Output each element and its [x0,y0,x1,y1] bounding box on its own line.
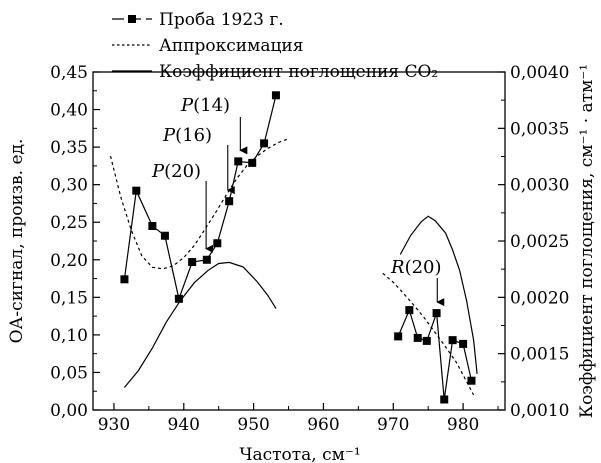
left-axis: 0,00 0,05 0,10 0,15 0,20 0,25 0,30 0,35 0,40 0,45 [50,63,100,421]
data-point-marker [248,158,257,167]
legend: Проба 1923 г. Аппроксимация Коэффициент … [112,10,438,82]
data-point-marker [271,91,280,100]
legend-label-approx: Аппроксимация [159,36,303,56]
y-tick-label: 0,45 [50,63,88,83]
annotation-number: (20) [164,161,201,182]
data-point-marker [394,332,403,341]
data-point-marker [120,275,129,284]
data-point-marker [467,376,476,385]
y-tick-label: 0,25 [50,213,88,233]
legend-marker-square [128,15,136,23]
data-point-marker [160,231,169,240]
data-point-marker [188,258,197,267]
y2-tick-label: 0,0020 [510,288,569,308]
x-tick-label: 950 [237,415,269,435]
annotation-letter: P [151,161,165,182]
annotation-letter: P [180,95,194,116]
series-layer [109,91,478,404]
y-tick-label: 0,35 [50,138,88,158]
annotation-number: (16) [175,125,212,146]
series-sample-line [397,308,473,400]
x-tick-label: 930 [98,415,130,435]
annotations: P(14)P(16)P(20)R(20) [151,95,445,307]
y-axis-title: ОА-сигнал, произв. ед. [7,139,27,344]
data-point-marker [225,197,234,206]
y2-tick-label: 0,0015 [510,345,569,365]
y-tick-label: 0,05 [50,363,88,383]
data-point-marker [413,333,422,342]
data-point-marker [202,255,211,264]
y2-tick-label: 0,0025 [510,232,569,252]
annotation-number: (20) [405,257,442,278]
x-tick-label: 960 [307,415,339,435]
x-axis-title: Частота, см⁻¹ [239,445,360,463]
series-coef-line [399,215,478,374]
y-tick-label: 0,00 [50,401,88,421]
y-tick-label: 0,30 [50,176,88,196]
series-approx-line [109,138,289,270]
bottom-axis: 930 940 950 960 970 980 [98,403,499,435]
series-approx-line [382,272,475,396]
data-point-marker [405,306,414,315]
data-point-marker [213,239,222,248]
data-point-marker [422,336,431,345]
data-point-marker [459,339,468,348]
y2-tick-label: 0,0030 [510,176,569,196]
data-point-marker [440,395,449,404]
y2-tick-label: 0,0035 [510,119,569,139]
y-tick-label: 0,15 [50,288,88,308]
annotation-letter: R [390,257,405,278]
data-point-marker [234,157,243,166]
x-tick-label: 980 [447,415,479,435]
annotation-label: P(16) [162,125,212,146]
annotation-label: P(14) [180,95,230,116]
series-coef-line [123,261,277,388]
data-point-marker [448,336,457,345]
data-point-marker [174,294,183,303]
x-tick-label: 940 [168,415,200,435]
x-tick-label: 970 [377,415,409,435]
plot-frame [92,71,506,411]
data-point-marker [132,186,141,195]
legend-label-sample: Проба 1923 г. [159,10,284,30]
data-point-marker [260,139,269,148]
data-point-marker [148,221,157,230]
annotation-label: R(20) [390,257,442,278]
y2-axis-title: Коэффициент поглощения, см⁻¹ · атм⁻¹ [577,64,597,418]
data-point-marker [432,309,441,318]
right-axis: 0,0010 0,0015 0,0020 0,0025 0,0030 0,0035 0,00… [498,63,569,421]
y2-tick-label: 0,0040 [510,63,569,83]
y-tick-label: 0,20 [50,251,88,271]
y2-tick-label: 0,0010 [510,401,569,421]
annotation-number: (14) [193,95,230,116]
annotation-letter: P [162,125,176,146]
y-tick-label: 0,10 [50,326,88,346]
y-tick-label: 0,40 [50,101,88,121]
annotation-label: P(20) [151,161,201,182]
